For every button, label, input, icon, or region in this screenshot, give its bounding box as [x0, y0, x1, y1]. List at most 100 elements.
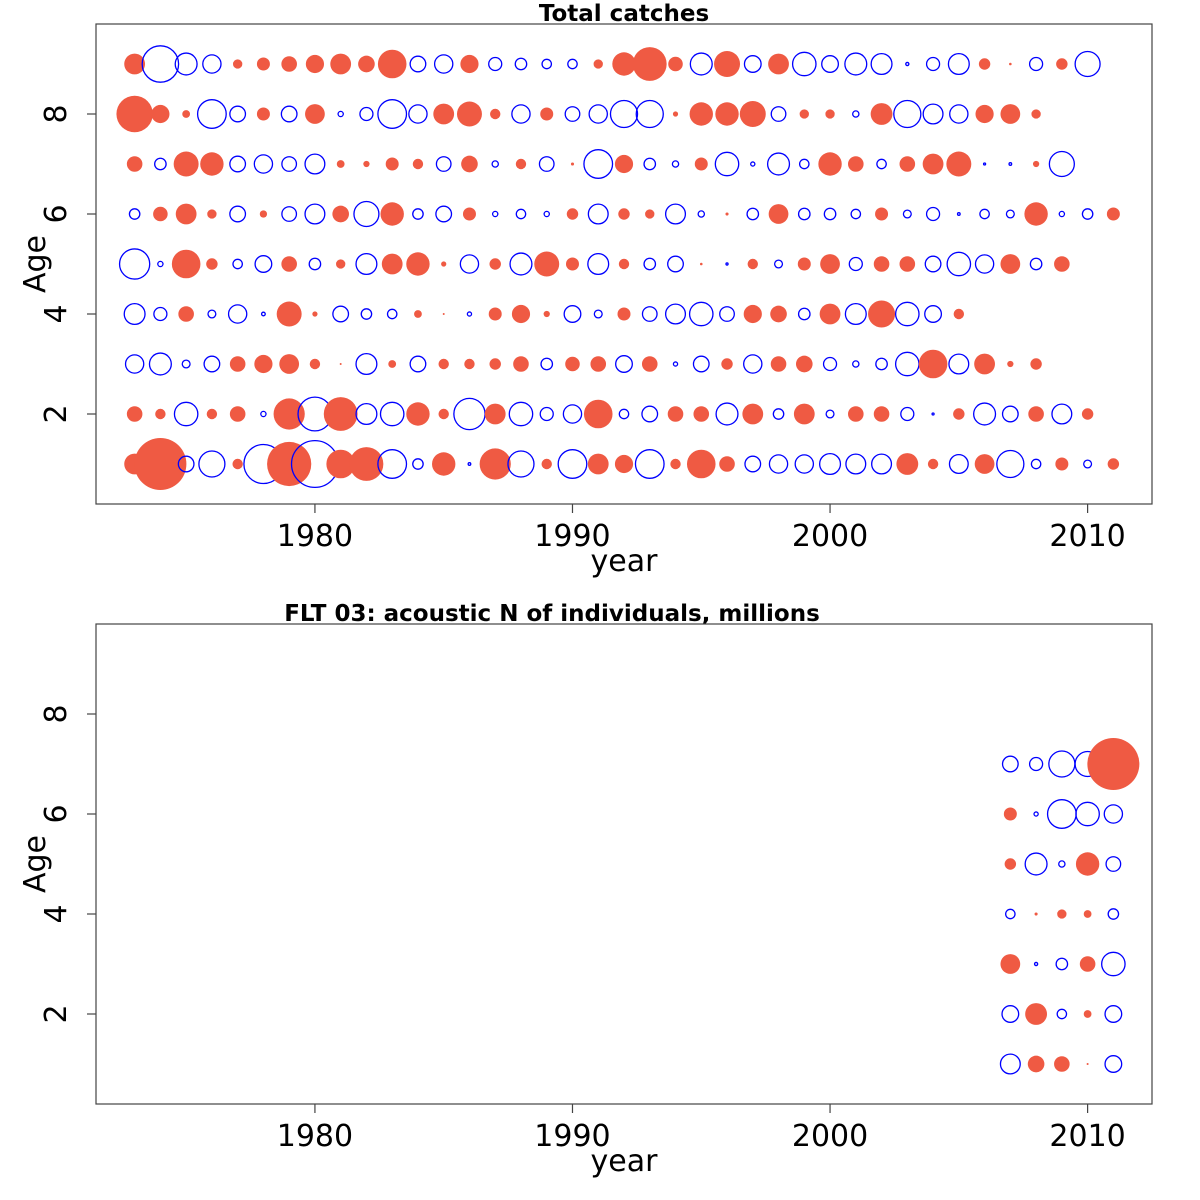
- bubble-negative: [280, 105, 298, 123]
- bubble-positive: [349, 447, 384, 481]
- y-axis-label: Age: [18, 235, 53, 293]
- bubble-positive: [570, 162, 575, 166]
- bubble-negative: [1048, 150, 1075, 178]
- bubble-negative: [281, 156, 298, 172]
- bubble-negative: [408, 104, 428, 124]
- bubble-positive: [618, 208, 630, 220]
- bubble-negative: [123, 302, 146, 326]
- bubble-positive: [719, 456, 735, 472]
- bubble-negative: [202, 54, 222, 74]
- bubble-positive: [515, 158, 527, 170]
- x-tick-label: 2010: [1049, 1119, 1125, 1154]
- bubble-positive: [377, 49, 407, 79]
- bubble-positive: [1000, 254, 1021, 274]
- bubble-positive: [1054, 256, 1070, 272]
- bubble-negative: [227, 304, 248, 324]
- bubble-positive: [614, 454, 634, 474]
- bubble-negative: [1033, 961, 1039, 967]
- axes-layer: 1980 1990 2000 2010 2 4 6 8: [39, 104, 1126, 554]
- bubble-negative: [543, 210, 550, 218]
- bubble-negative: [871, 453, 893, 475]
- bubble-negative: [459, 254, 480, 274]
- bubble-negative: [1005, 209, 1015, 219]
- y-tick-label: 8: [39, 704, 74, 723]
- x-tick-label: 1980: [277, 1119, 353, 1154]
- y-tick-label: 2: [39, 404, 74, 423]
- bubble-negative: [902, 209, 912, 219]
- bubble-negative: [845, 453, 867, 475]
- bubble-negative: [797, 307, 811, 321]
- bubble-positive: [336, 259, 346, 269]
- bubble-negative: [905, 61, 910, 67]
- bubble-positive: [873, 256, 890, 272]
- bubble-positive: [305, 104, 325, 124]
- bubble-layer: [116, 45, 1120, 490]
- bubble-positive: [489, 358, 501, 370]
- bubble-positive: [896, 453, 919, 475]
- bubble-negative: [922, 103, 944, 125]
- bubble-negative: [203, 355, 221, 373]
- bubble-positive: [974, 454, 995, 474]
- bubble-positive: [667, 406, 684, 422]
- bubble-negative: [870, 52, 893, 76]
- bubble-negative: [697, 210, 706, 218]
- bubble-positive: [670, 458, 681, 470]
- bubble-positive: [819, 303, 841, 325]
- bubble-positive: [406, 402, 430, 426]
- bubble-negative: [947, 52, 970, 76]
- bubble-negative: [818, 452, 842, 476]
- bubble-negative: [337, 110, 344, 118]
- bubble-negative: [409, 355, 427, 373]
- bubble-positive: [743, 304, 762, 324]
- bubble-positive: [540, 107, 554, 121]
- bubble-positive: [305, 54, 325, 74]
- bubble-negative: [118, 248, 151, 280]
- bubble-positive: [326, 449, 355, 479]
- bubble-positive: [793, 403, 815, 425]
- bubble-negative: [538, 156, 555, 172]
- bubble-negative: [515, 208, 527, 220]
- bubble-negative: [893, 99, 922, 129]
- bubble-positive: [309, 358, 321, 370]
- bubble-positive: [799, 109, 809, 119]
- bubble-positive: [770, 305, 787, 323]
- bubble-positive: [206, 408, 218, 420]
- bubble-negative: [157, 260, 164, 268]
- bubble-positive: [617, 307, 631, 321]
- bubble-negative: [196, 99, 227, 129]
- bubble-negative: [563, 305, 582, 323]
- bubble-negative: [641, 405, 659, 423]
- bubble-positive: [693, 406, 710, 422]
- bubble-negative: [507, 450, 535, 478]
- bubble-positive: [953, 308, 965, 320]
- bubble-negative: [634, 449, 665, 479]
- bubble-negative: [491, 160, 499, 168]
- bubble-positive: [330, 53, 352, 75]
- bubble-positive: [406, 252, 430, 276]
- bubble-negative: [433, 54, 454, 74]
- bubble-negative: [588, 104, 608, 124]
- bubble-negative: [540, 357, 554, 371]
- bubble-positive: [1083, 1010, 1092, 1018]
- bubble-negative: [377, 449, 408, 479]
- bubble-negative: [979, 208, 990, 220]
- bubble-negative: [996, 449, 1025, 479]
- bubble-negative: [852, 360, 860, 368]
- bubble-positive: [543, 310, 550, 318]
- bubble-positive: [1075, 852, 1100, 876]
- bubble-negative: [852, 110, 860, 118]
- bubble-negative: [798, 158, 810, 170]
- bubble-positive: [175, 203, 197, 225]
- bubble-positive: [1031, 109, 1041, 119]
- bubble-negative: [174, 52, 198, 76]
- bubble-positive: [232, 59, 243, 69]
- bubble-positive: [490, 108, 501, 120]
- bubble-positive: [438, 408, 449, 420]
- bubble-negative: [412, 208, 424, 220]
- bubble-negative: [539, 406, 554, 422]
- bubble-negative: [332, 305, 350, 323]
- bubble-positive: [618, 258, 630, 270]
- bubble-negative: [900, 406, 915, 422]
- bubble-positive: [171, 249, 201, 279]
- bubble-positive: [953, 408, 965, 420]
